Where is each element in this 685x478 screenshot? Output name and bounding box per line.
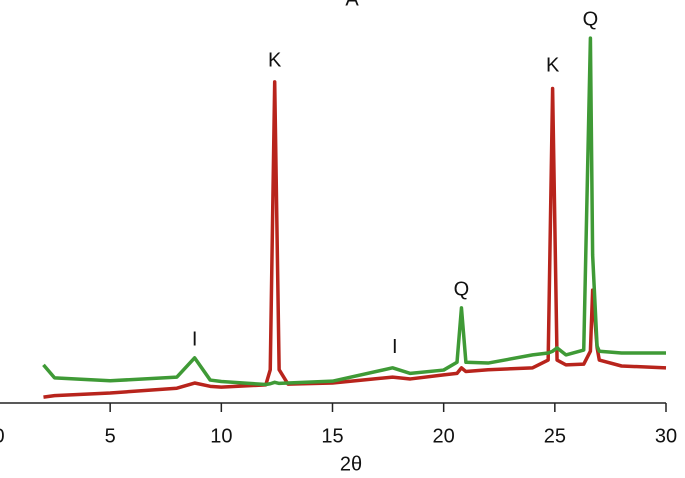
peak-label: Q <box>454 278 470 300</box>
x-tick-label: 10 <box>210 425 232 447</box>
series-line <box>42 36 666 387</box>
peak-label: Q <box>583 8 599 30</box>
chart-title: A <box>345 0 359 10</box>
x-tick-label: 15 <box>321 425 343 447</box>
peak-label: I <box>392 336 398 358</box>
x-tick-label: 5 <box>105 425 116 447</box>
x-tick-label: 30 <box>655 425 677 447</box>
peak-label: K <box>268 49 282 71</box>
x-axis-label: 2θ <box>340 453 362 475</box>
peak-label: I <box>192 328 198 350</box>
x-tick-label: 0 <box>0 425 5 447</box>
series-line <box>43 80 667 399</box>
x-tick-label: 20 <box>433 425 455 447</box>
peak-label: K <box>546 55 560 77</box>
x-tick-label: 25 <box>544 425 566 447</box>
